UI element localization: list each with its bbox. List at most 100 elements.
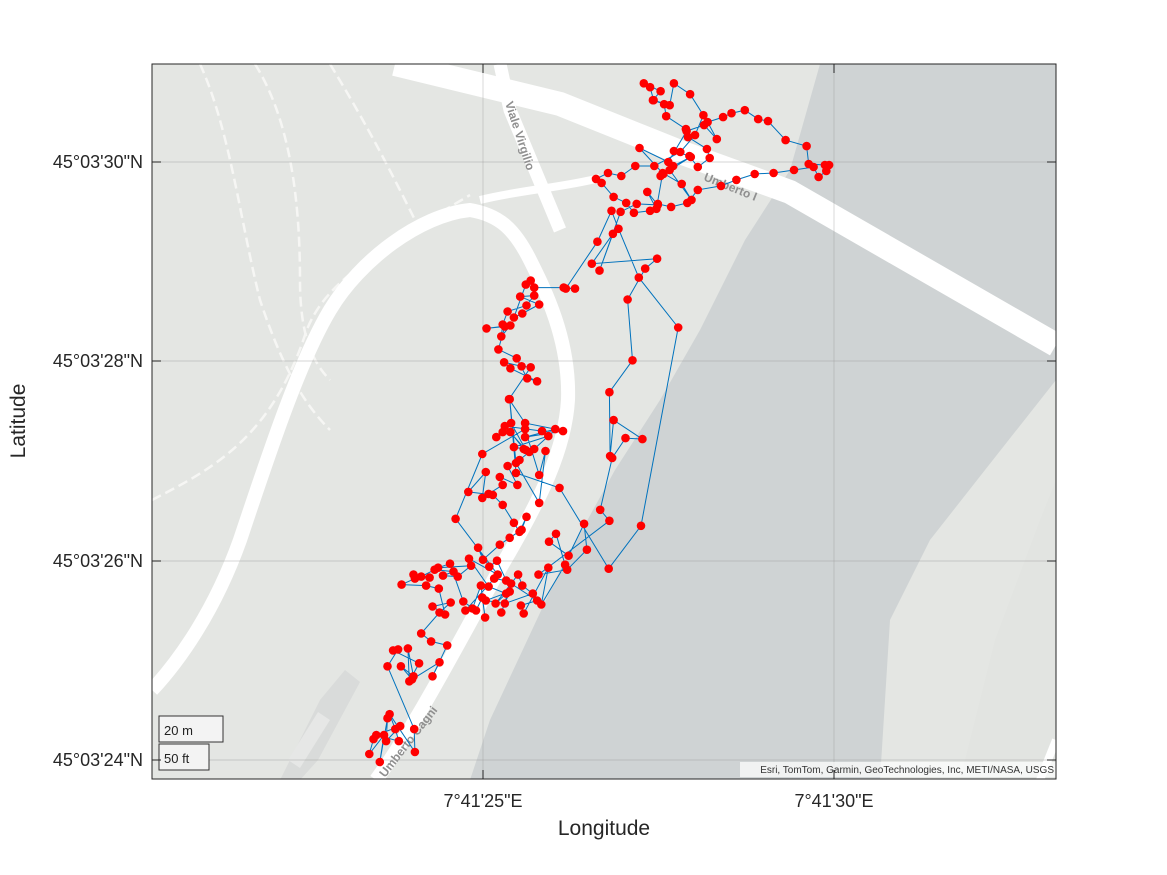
track-point (515, 292, 525, 301)
track-point (705, 153, 714, 163)
track-point (669, 79, 679, 88)
track-point (511, 468, 521, 478)
track-point (702, 144, 712, 154)
track-point (445, 559, 455, 568)
track-point (485, 562, 494, 571)
track-point (690, 130, 700, 140)
track-point (628, 356, 637, 365)
track-point (428, 672, 437, 681)
track-point (484, 489, 493, 499)
track-point (494, 345, 503, 354)
track-point (537, 426, 547, 436)
track-point (459, 597, 468, 606)
y-tick-label: 45°03'30"N (53, 152, 143, 172)
y-tick-label: 45°03'28"N (53, 351, 143, 371)
track-point (693, 185, 703, 195)
track-point (505, 533, 514, 543)
track-point (608, 229, 618, 239)
track-point (534, 498, 544, 508)
track-point (712, 134, 722, 144)
track-point (544, 431, 553, 441)
track-point (653, 199, 663, 209)
track-point (414, 659, 424, 668)
track-point (809, 162, 818, 172)
track-point (506, 427, 515, 437)
track-point (718, 112, 728, 122)
track-point (385, 709, 394, 719)
track-point (537, 600, 546, 609)
track-point (516, 601, 526, 610)
track-point (669, 146, 679, 156)
track-point (621, 433, 630, 443)
track-point (595, 266, 604, 275)
lungo-road (152, 202, 576, 779)
track-point (650, 161, 659, 171)
track-point (635, 143, 644, 153)
track-point (582, 545, 592, 554)
y-axis-label: Latitude (7, 384, 30, 459)
track-point (365, 749, 374, 759)
track-point (789, 165, 799, 175)
track-point (511, 458, 521, 468)
track-point (480, 613, 490, 622)
track-point (522, 512, 531, 522)
track-point (632, 199, 641, 209)
track-point (593, 237, 602, 246)
track-point (492, 556, 502, 565)
track-point (383, 662, 392, 671)
track-point (522, 374, 532, 383)
track-point (500, 421, 510, 431)
track-point (683, 132, 693, 142)
track-point (491, 599, 500, 608)
track-point (397, 580, 406, 589)
track-point (595, 505, 605, 515)
track-point (551, 529, 561, 539)
track-point (528, 589, 538, 598)
track-point (561, 284, 571, 293)
y-tick-label: 45°03'24"N (53, 750, 143, 770)
track-point (509, 313, 519, 322)
track-point (520, 424, 530, 434)
track-points (365, 79, 834, 767)
track-point (562, 565, 572, 574)
track-point (513, 570, 523, 579)
track-point (425, 573, 434, 582)
track-point (621, 198, 631, 208)
track-point (499, 358, 509, 367)
track-point (529, 283, 539, 292)
scale-metric: 20 m (164, 723, 193, 738)
track-point (520, 432, 530, 442)
track-point (464, 554, 474, 563)
track-point (407, 675, 417, 684)
track-point (652, 254, 662, 263)
track-point (634, 273, 644, 282)
track-point (732, 175, 741, 185)
track-point (814, 172, 823, 182)
track-point (517, 362, 526, 371)
track-point (750, 169, 759, 179)
track-point (616, 207, 625, 217)
attribution: Esri, TomTom, Garmin, GeoTechnologies, I… (760, 765, 1054, 776)
track-point (505, 587, 514, 596)
track-point (607, 206, 616, 216)
track-point (506, 321, 515, 330)
track-point (551, 424, 560, 434)
track-point (438, 571, 448, 580)
track-point (614, 224, 623, 234)
track-point (482, 324, 491, 333)
track-point (410, 747, 420, 757)
track-point (673, 323, 683, 332)
track-point (822, 166, 831, 176)
track-point (664, 157, 673, 167)
axes-box (151, 63, 1057, 780)
track-point (544, 563, 553, 572)
track-point (416, 572, 426, 581)
track-point (442, 641, 452, 650)
river-area (470, 64, 1056, 779)
track-point (638, 434, 647, 444)
track-point (434, 584, 444, 593)
track-point (522, 301, 531, 310)
track-point (645, 82, 655, 92)
track-point (464, 487, 473, 497)
